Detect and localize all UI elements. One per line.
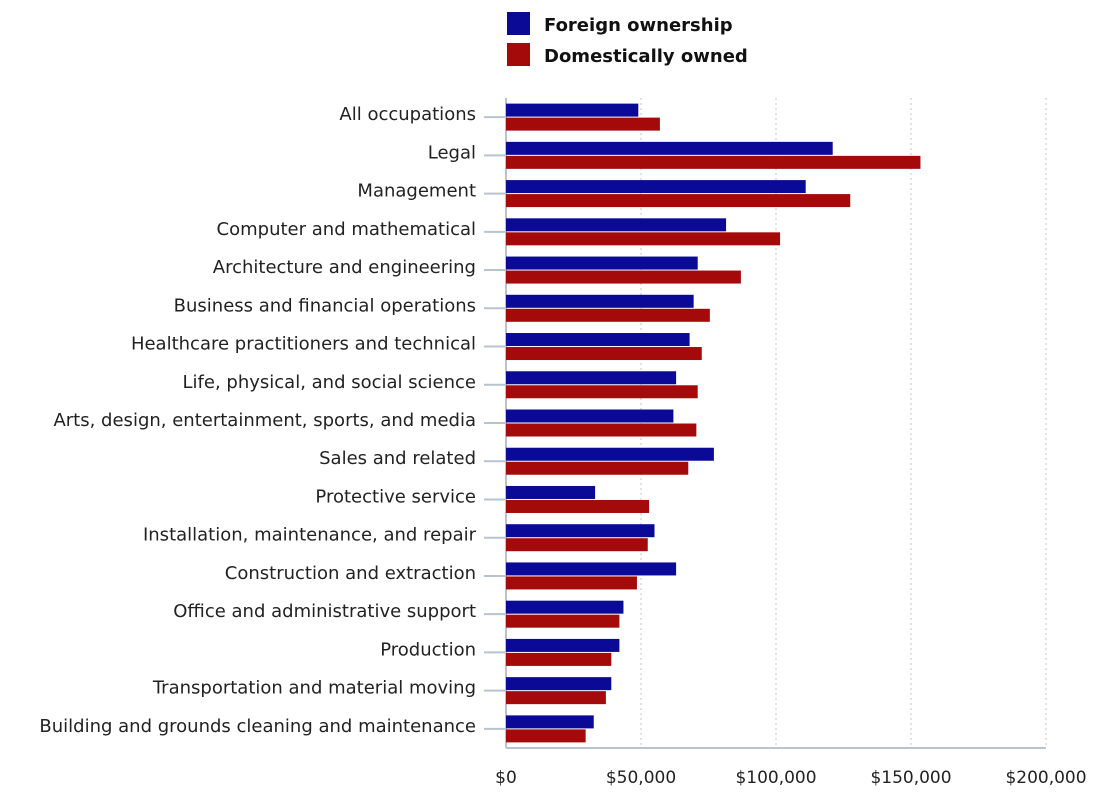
legend-label-domestically-owned: Domestically owned xyxy=(544,46,748,67)
bar-foreign-ownership-all-occupations xyxy=(506,103,639,117)
bar-foreign-ownership-production xyxy=(506,638,620,652)
bar-domestically-owned-transportation-and-material-moving xyxy=(506,691,606,705)
bar-domestically-owned-protective-service xyxy=(506,499,650,513)
bar-domestically-owned-computer-and-mathematical xyxy=(506,232,781,246)
bar-foreign-ownership-life-physical-and-social-science xyxy=(506,371,677,385)
bar-foreign-ownership-computer-and-mathematical xyxy=(506,218,727,232)
legend-swatch-foreign-ownership xyxy=(507,12,530,35)
category-label: Management xyxy=(357,181,476,202)
bar-domestically-owned-management xyxy=(506,194,851,208)
bar-domestically-owned-office-and-administrative-support xyxy=(506,614,620,628)
category-labels: All occupations Legal Management Computer a… xyxy=(39,104,476,737)
category-label: Business and financial operations xyxy=(174,295,476,316)
legend: Foreign ownership Domestically owned xyxy=(507,12,748,67)
category-label: Production xyxy=(380,639,476,660)
bar-domestically-owned-production xyxy=(506,652,612,666)
bar-domestically-owned-architecture-and-engineering xyxy=(506,270,741,284)
bar-foreign-ownership-transportation-and-material-moving xyxy=(506,677,612,691)
bar-foreign-ownership-business-and-financial-operations xyxy=(506,294,694,308)
category-label: Architecture and engineering xyxy=(213,257,476,278)
category-label: Life, physical, and social science xyxy=(183,372,476,393)
bar-foreign-ownership-installation-maintenance-and-repair xyxy=(506,524,655,538)
category-label: Transportation and material moving xyxy=(152,678,476,699)
bar-foreign-ownership-healthcare-practitioners-and-technical xyxy=(506,333,690,347)
bar-foreign-ownership-sales-and-related xyxy=(506,447,714,461)
bar-foreign-ownership-architecture-and-engineering xyxy=(506,256,698,270)
bar-foreign-ownership-office-and-administrative-support xyxy=(506,600,624,614)
category-label: Installation, maintenance, and repair xyxy=(143,525,477,546)
bar-domestically-owned-sales-and-related xyxy=(506,461,689,475)
x-tick-label: $200,000 xyxy=(1005,768,1086,788)
x-tick-label: $150,000 xyxy=(870,768,951,788)
category-label: All occupations xyxy=(339,104,476,125)
legend-swatch-domestically-owned xyxy=(507,43,530,66)
bar-foreign-ownership-arts-design-entertainment-sports-and-media xyxy=(506,409,674,423)
category-label: Building and grounds cleaning and mainte… xyxy=(39,716,476,737)
category-label: Healthcare practitioners and technical xyxy=(131,334,476,355)
category-label: Protective service xyxy=(315,486,476,507)
category-label: Legal xyxy=(428,142,476,163)
bar-foreign-ownership-management xyxy=(506,180,806,194)
bar-domestically-owned-construction-and-extraction xyxy=(506,576,637,590)
grid-lines xyxy=(640,98,1047,748)
bar-foreign-ownership-protective-service xyxy=(506,485,596,499)
bar-domestically-owned-healthcare-practitioners-and-technical xyxy=(506,347,702,361)
bar-domestically-owned-all-occupations xyxy=(506,117,660,131)
category-label: Office and administrative support xyxy=(173,601,476,622)
category-label: Computer and mathematical xyxy=(217,219,476,240)
bar-domestically-owned-installation-maintenance-and-repair xyxy=(506,538,648,552)
bar-domestically-owned-arts-design-entertainment-sports-and-media xyxy=(506,423,697,437)
bars xyxy=(506,103,921,743)
bar-domestically-owned-building-and-grounds-cleaning-and-maintenance xyxy=(506,729,586,743)
legend-label-foreign-ownership: Foreign ownership xyxy=(544,15,733,36)
x-tick-label: $100,000 xyxy=(735,768,816,788)
category-label: Construction and extraction xyxy=(225,563,476,584)
bar-foreign-ownership-construction-and-extraction xyxy=(506,562,677,576)
bar-foreign-ownership-legal xyxy=(506,141,833,155)
category-label: Sales and related xyxy=(319,448,476,469)
axes xyxy=(484,98,1046,749)
x-axis-tick-labels: $0 $50,000 $100,000 $150,000 $200,000 xyxy=(495,768,1086,788)
bar-domestically-owned-legal xyxy=(506,155,921,169)
x-tick-label: $50,000 xyxy=(606,768,676,788)
category-label: Arts, design, entertainment, sports, and… xyxy=(53,410,476,431)
bar-domestically-owned-life-physical-and-social-science xyxy=(506,385,698,399)
x-tick-label: $0 xyxy=(495,768,517,788)
bar-foreign-ownership-building-and-grounds-cleaning-and-maintenance xyxy=(506,715,594,729)
bar-domestically-owned-business-and-financial-operations xyxy=(506,308,710,322)
